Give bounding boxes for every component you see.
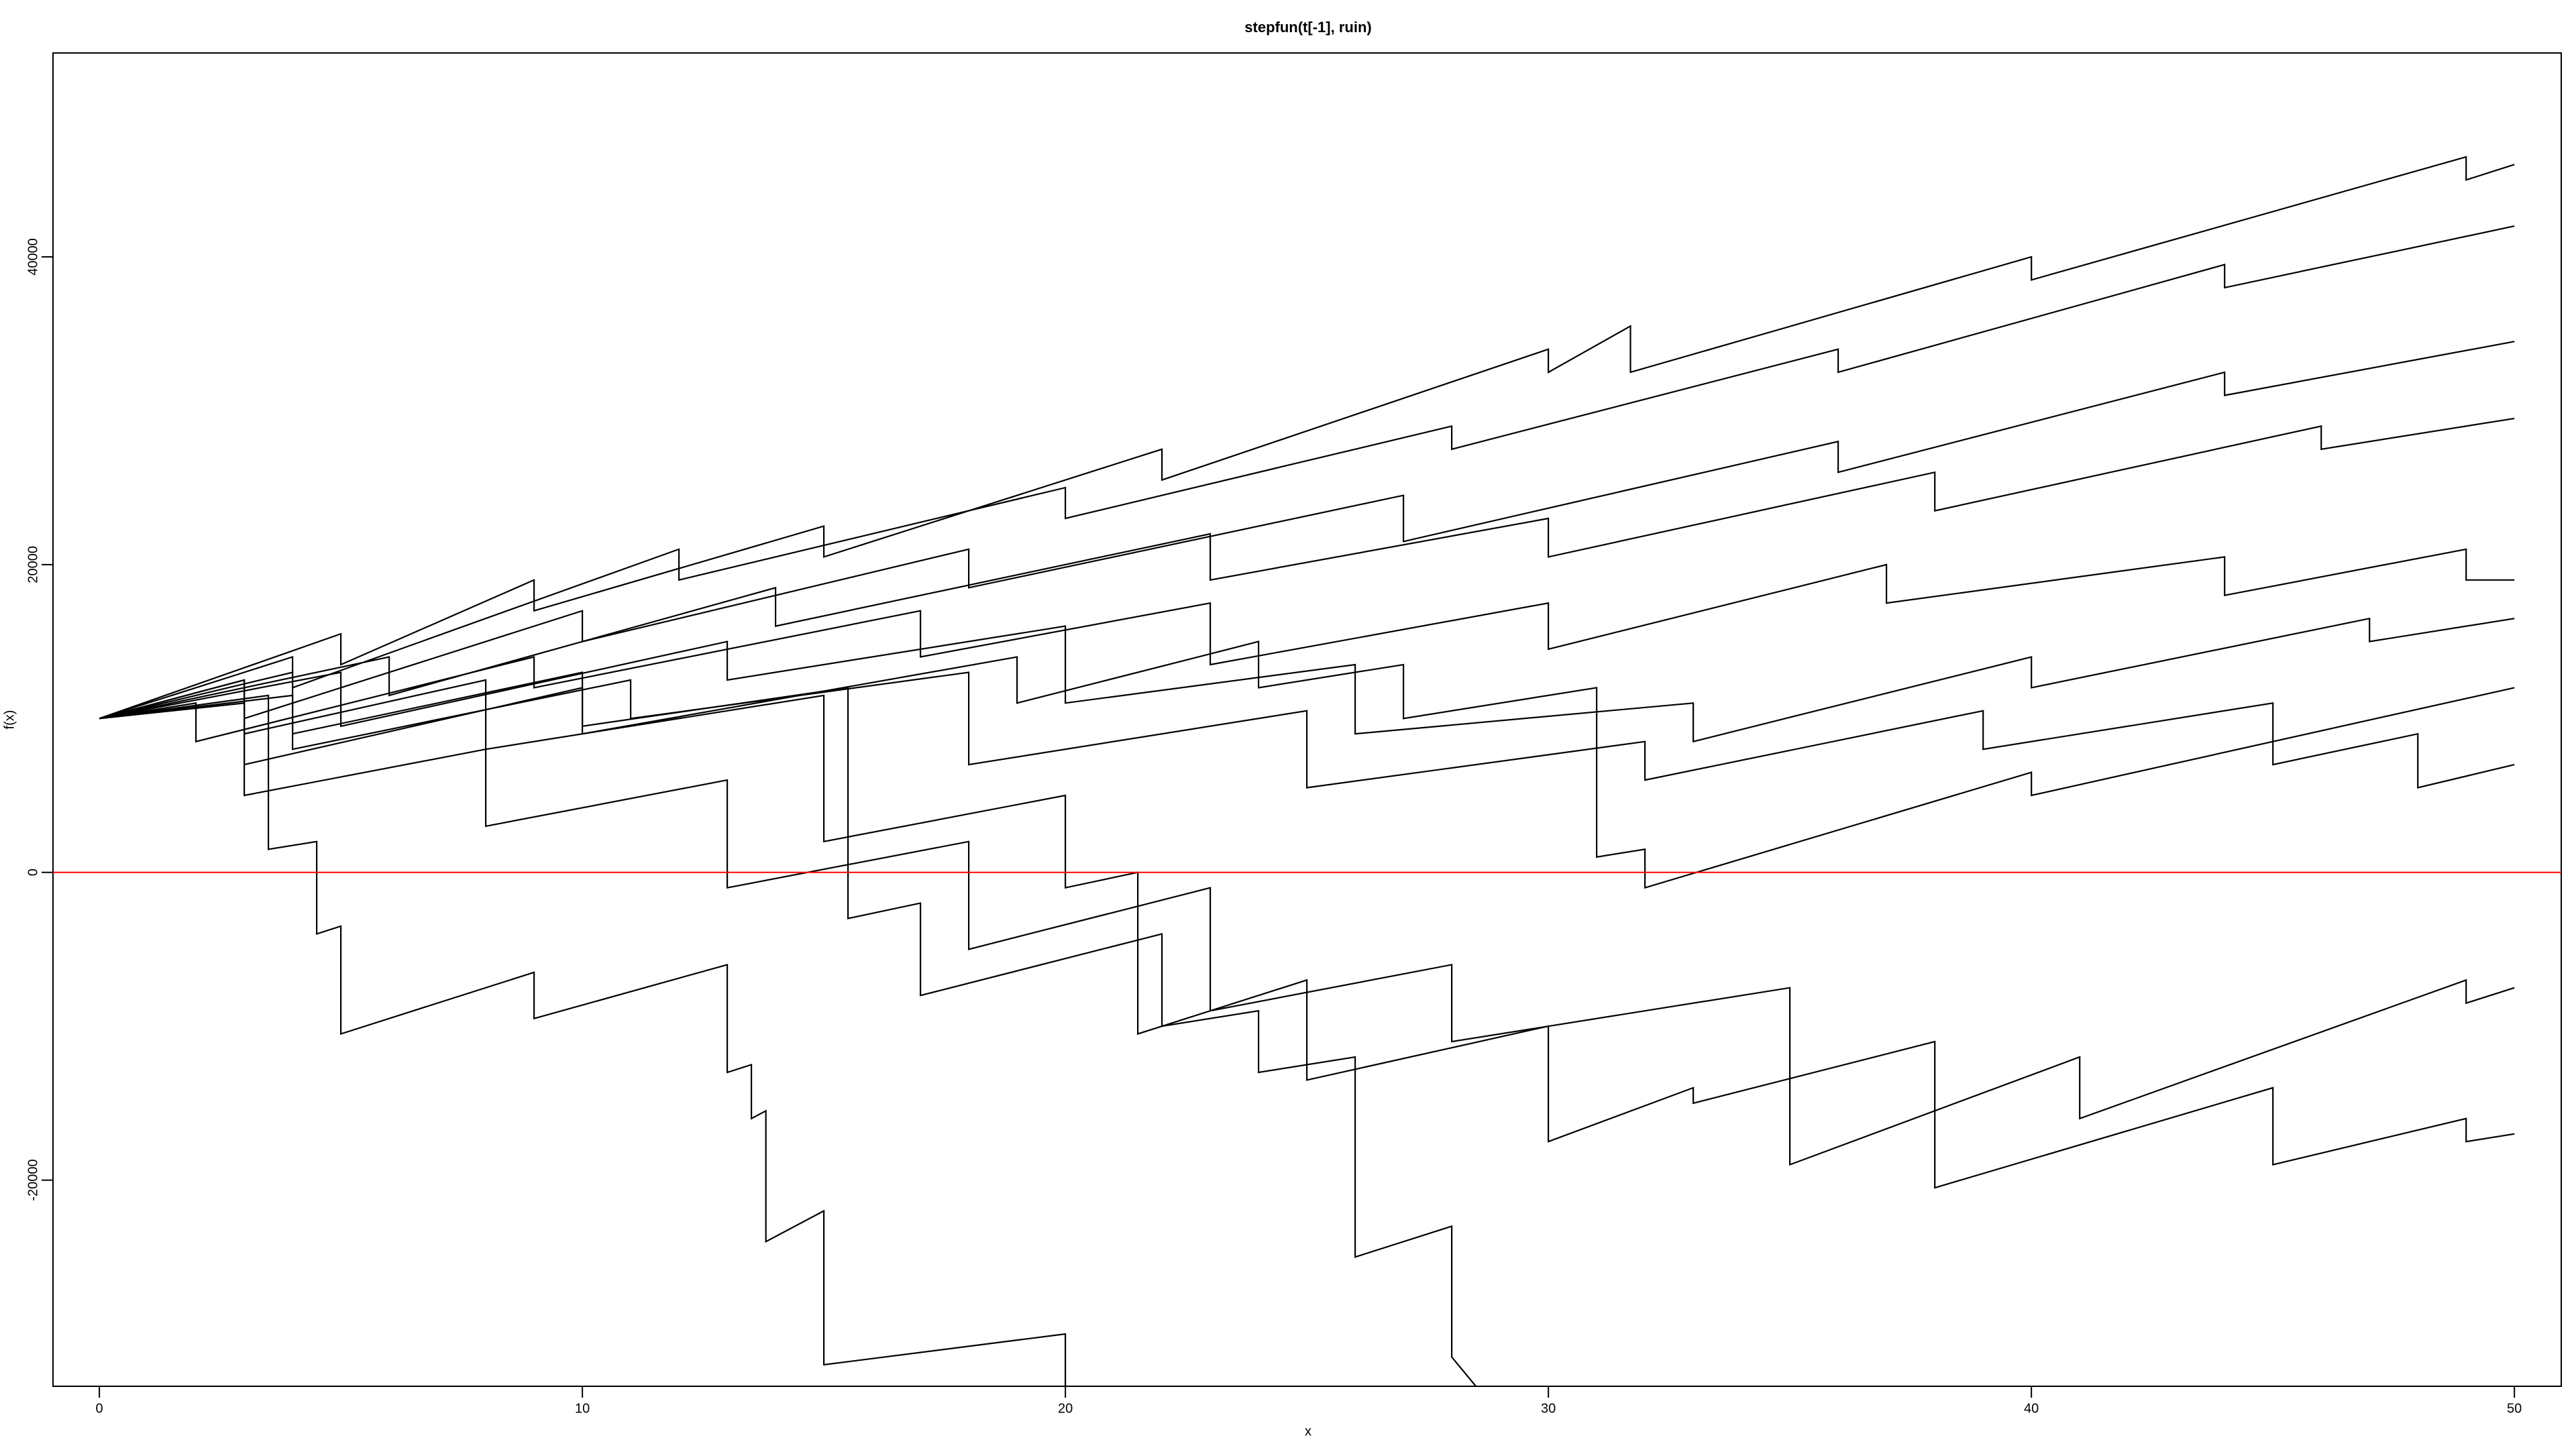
series-line [99, 640, 2515, 889]
x-tick-label: 30 [1541, 1402, 1556, 1416]
x-tick-label: 20 [1058, 1402, 1073, 1416]
series-line [99, 702, 2515, 1166]
y-tick-label: 40000 [25, 238, 40, 276]
series-line [99, 671, 2515, 789]
series-line [99, 694, 1067, 1386]
series-line [99, 617, 2515, 743]
series-line [99, 156, 2515, 720]
series-line [99, 417, 2515, 720]
x-tick-label: 40 [2024, 1402, 2039, 1416]
series-line [99, 671, 1477, 1386]
plot-area [53, 156, 2561, 1386]
x-axis-label: x [1305, 1424, 1311, 1439]
plot-frame [52, 52, 2562, 1387]
series-line [99, 341, 2515, 720]
x-tick-label: 10 [575, 1402, 590, 1416]
y-tick-label: 20000 [25, 546, 40, 583]
y-tick-label: -20000 [25, 1159, 40, 1200]
y-axis-label: f(x) [2, 710, 17, 730]
x-tick-label: 50 [2507, 1402, 2522, 1416]
series-line [99, 225, 2515, 720]
series-line [99, 679, 2515, 1189]
x-tick-label: 0 [96, 1402, 103, 1416]
chart-title: stepfun(t[-1], ruin) [1244, 19, 1371, 36]
series-line [99, 548, 2515, 743]
y-tick-label: 0 [25, 869, 40, 876]
